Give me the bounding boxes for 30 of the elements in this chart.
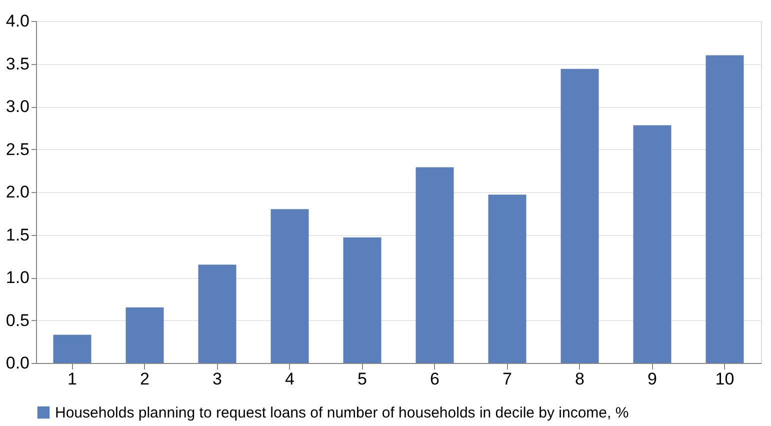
x-tick-label: 1 xyxy=(68,370,77,388)
y-tick-label: 1.5 xyxy=(6,225,30,244)
bar xyxy=(126,307,164,363)
bar xyxy=(270,209,309,363)
y-tick-label: 3.0 xyxy=(6,97,30,116)
bar xyxy=(416,167,454,363)
x-tick-label: 5 xyxy=(358,370,367,388)
x-tick-label: 8 xyxy=(575,370,584,388)
x-tick-label: 4 xyxy=(285,370,294,388)
bar xyxy=(53,334,92,363)
x-tick-label: 6 xyxy=(430,370,440,388)
y-tick-label: 2.0 xyxy=(6,182,30,202)
x-tick-label: 2 xyxy=(140,370,150,388)
y-tick-label: 0.5 xyxy=(6,310,30,330)
x-tick-label: 10 xyxy=(715,370,734,388)
y-tick-label: 0.0 xyxy=(6,354,30,372)
y-tick-label: 3.5 xyxy=(6,54,30,74)
bar xyxy=(706,55,744,363)
bar xyxy=(488,194,526,363)
bar xyxy=(633,125,672,363)
bar xyxy=(560,68,599,363)
x-tick-label: 7 xyxy=(502,370,512,388)
y-tick-label: 2.5 xyxy=(6,140,30,159)
legend-label: Households planning to request loans of number of households in decile by income, % xyxy=(55,404,629,422)
y-tick-label: 4.0 xyxy=(6,12,30,30)
x-tick-label: 9 xyxy=(648,370,657,388)
bar xyxy=(343,237,382,363)
x-tick-label: 3 xyxy=(212,370,222,388)
y-tick-label: 1.0 xyxy=(6,268,30,287)
bar xyxy=(198,264,236,363)
